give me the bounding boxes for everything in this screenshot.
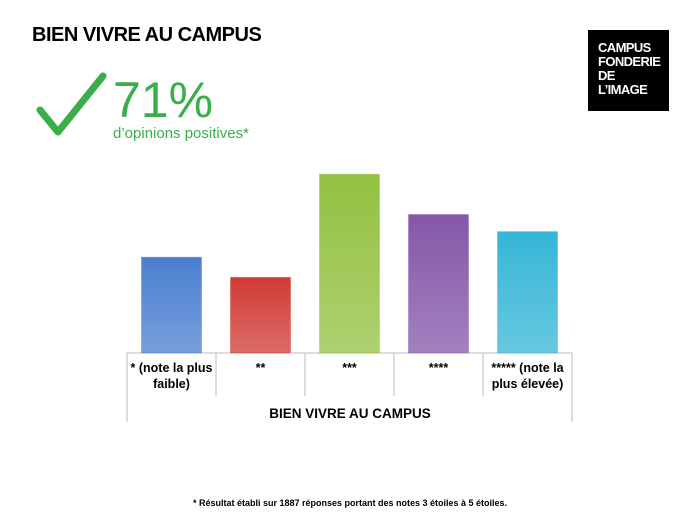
subheadline: d’opinions positives* (113, 125, 249, 142)
bar (141, 256, 202, 354)
logo-line: L’IMAGE (598, 82, 648, 97)
bar (230, 276, 291, 354)
category-label: ***** (note la plus élevée) (491, 361, 564, 391)
bar (319, 173, 380, 354)
category-label: *** (342, 361, 357, 375)
check-icon (36, 72, 107, 136)
category-label: ** (255, 361, 266, 375)
logo-line: FONDERIE (598, 54, 661, 69)
bar (497, 231, 558, 354)
logo-box (588, 30, 669, 111)
footnote: * Résultat établi sur 1887 réponses port… (193, 498, 507, 508)
bar (408, 214, 469, 354)
category-label: **** (428, 361, 449, 375)
headline: 71% (113, 72, 213, 128)
category-label: * (note la plus faible) (130, 361, 213, 391)
chart-title: BIEN VIVRE AU CAMPUS (32, 24, 261, 46)
logo-line: DE (598, 68, 616, 83)
logo-line: CAMPUS (598, 40, 652, 55)
x-axis-label: BIEN VIVRE AU CAMPUS (269, 406, 431, 421)
